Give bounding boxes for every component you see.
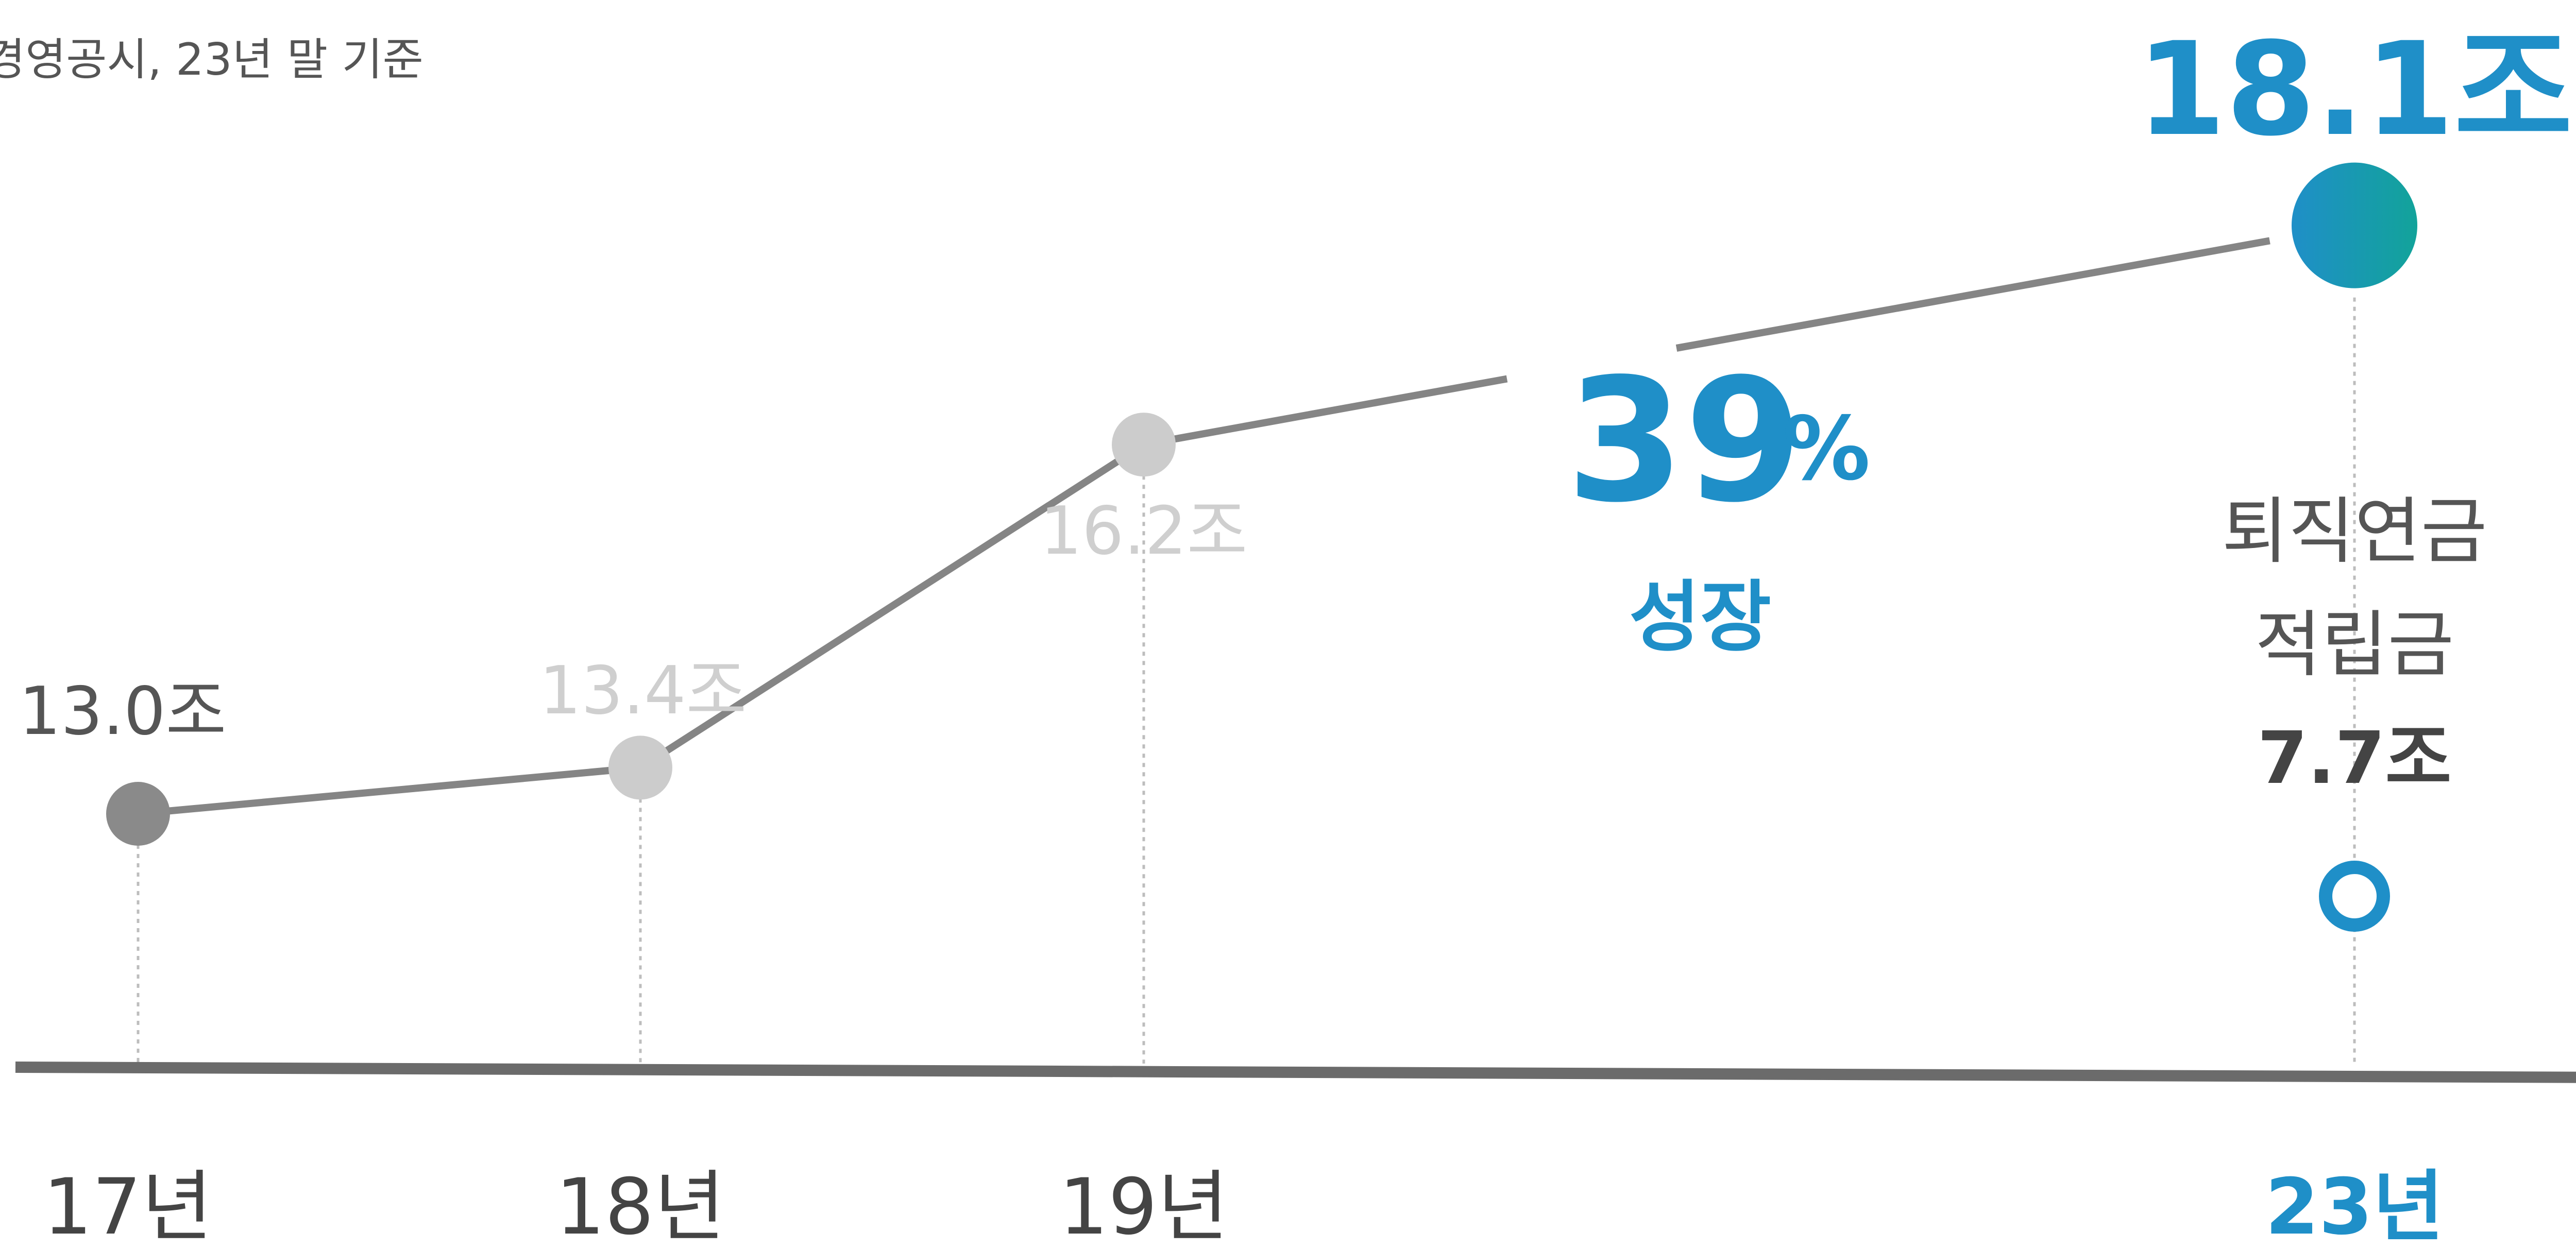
series-segment	[638, 441, 1146, 771]
x-tick-label: 19년	[1059, 1162, 1229, 1249]
series-segment	[138, 764, 641, 817]
value-label: 13.4조	[539, 653, 747, 729]
data-point	[2292, 162, 2417, 288]
value-labels: 13.0조 13.4조 16.2조 18.1조	[19, 14, 2573, 750]
value-label: 18.1조	[2137, 14, 2573, 164]
data-point	[106, 782, 170, 846]
secondary-label-line1: 퇴직연금	[2222, 490, 2487, 574]
secondary-value-label: 7.7조	[2258, 716, 2452, 800]
data-points	[106, 162, 2417, 846]
secondary-marker	[2319, 861, 2390, 932]
guide-lines	[137, 297, 2356, 1064]
data-point	[1112, 413, 1176, 477]
x-tick-label: 18년	[556, 1162, 725, 1249]
growth-value: 39	[1566, 342, 1803, 540]
growth-callout: 39 % 성장	[1566, 342, 1870, 662]
x-tick-label: 23년	[2265, 1162, 2444, 1249]
secondary-label-line2: 적립금	[2255, 603, 2454, 687]
value-label: 13.0조	[19, 673, 227, 750]
retirement-pension-annotation: 퇴직연금 적립금 7.7조	[2222, 490, 2487, 932]
x-tick-labels: 17년 18년 19년 23년	[43, 1162, 2444, 1249]
series-line	[138, 237, 2270, 817]
growth-unit: %	[1783, 398, 1870, 500]
series-segment	[1143, 375, 1508, 449]
source-note: 경영공시, 23년 말 기준	[0, 34, 423, 85]
x-axis-baseline	[15, 1062, 2576, 1083]
x-tick-label: 17년	[43, 1162, 213, 1249]
series-segment	[1675, 237, 2270, 352]
value-label: 16.2조	[1040, 493, 1248, 570]
growth-label: 성장	[1629, 573, 1771, 662]
data-point	[608, 735, 672, 800]
